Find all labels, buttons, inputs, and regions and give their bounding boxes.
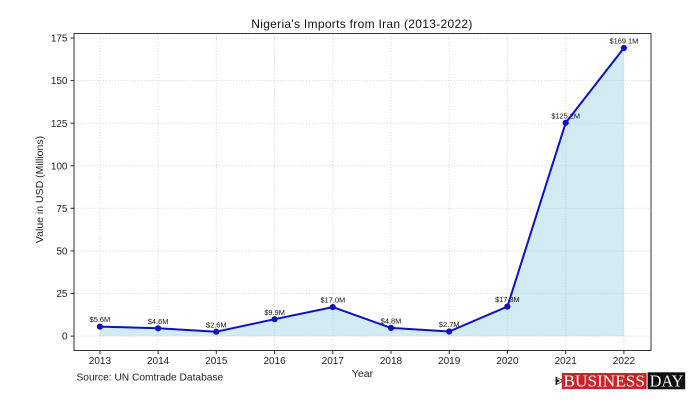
svg-text:Value in USD (Millions): Value in USD (Millions) [34, 136, 46, 243]
svg-text:Year: Year [352, 368, 374, 380]
svg-text:$17.3M: $17.3M [495, 295, 520, 304]
svg-text:2022: 2022 [613, 356, 636, 367]
svg-text:2016: 2016 [263, 356, 286, 367]
svg-text:100: 100 [51, 161, 68, 172]
svg-text:Source: UN Comtrade Database: Source: UN Comtrade Database [77, 373, 224, 384]
svg-text:2021: 2021 [555, 356, 578, 367]
svg-text:2015: 2015 [205, 356, 228, 367]
svg-text:175: 175 [51, 34, 68, 45]
svg-text:$5.6M: $5.6M [90, 315, 111, 324]
svg-text:$17.0M: $17.0M [320, 296, 345, 305]
svg-text:BUSINESS: BUSINESS [564, 371, 646, 390]
svg-text:150: 150 [51, 76, 68, 87]
svg-text:$2.6M: $2.6M [206, 320, 227, 329]
svg-text:25: 25 [56, 289, 68, 300]
svg-text:75: 75 [56, 204, 68, 215]
svg-text:Nigeria's Imports from Iran (2: Nigeria's Imports from Iran (2013-2022) [251, 17, 472, 31]
svg-text:2020: 2020 [496, 356, 519, 367]
svg-text:DAY: DAY [650, 372, 684, 391]
svg-text:$2.7M: $2.7M [439, 320, 460, 329]
svg-text:125: 125 [51, 119, 68, 130]
svg-text:$4.6M: $4.6M [148, 317, 169, 326]
svg-text:2014: 2014 [147, 356, 170, 367]
svg-text:2019: 2019 [438, 356, 461, 367]
svg-text:50: 50 [56, 247, 68, 258]
svg-text:$125.2M: $125.2M [551, 111, 580, 120]
svg-text:2017: 2017 [322, 356, 345, 367]
svg-text:2018: 2018 [380, 356, 403, 367]
svg-text:$9.9M: $9.9M [264, 308, 285, 317]
svg-text:0: 0 [62, 332, 68, 343]
svg-text:2013: 2013 [89, 356, 112, 367]
svg-text:$4.8M: $4.8M [381, 317, 402, 326]
svg-text:$169.1M: $169.1M [610, 37, 639, 46]
